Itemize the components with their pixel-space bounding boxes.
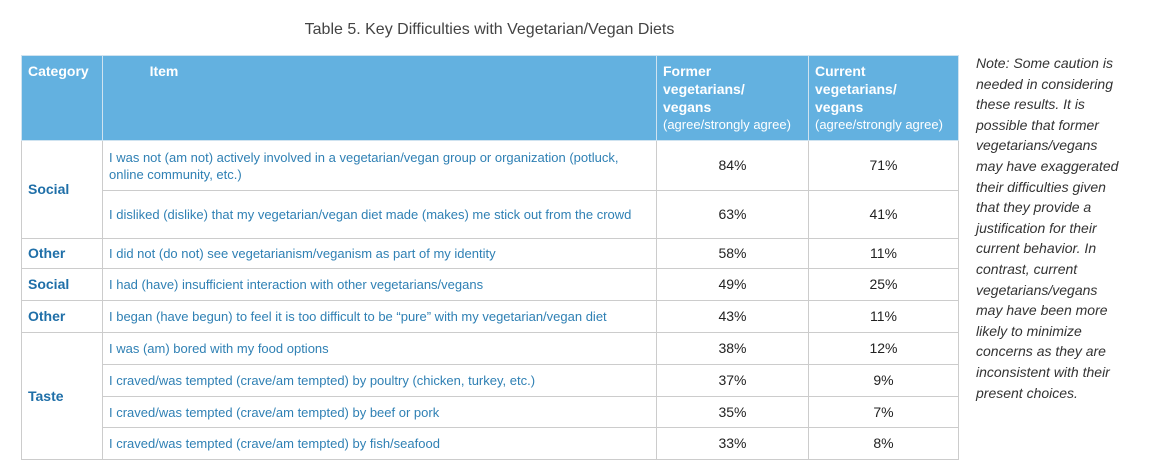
current-cell: 7% <box>808 396 959 428</box>
table-row: I craved/was tempted (crave/am tempted) … <box>22 396 959 428</box>
current-cell: 25% <box>808 268 959 301</box>
header-label: Current vegetarians/ vegans <box>815 63 897 115</box>
former-cell: 38% <box>656 332 809 365</box>
note: Note: Some caution is needed in consider… <box>976 55 1119 401</box>
current-cell: 9% <box>808 364 959 397</box>
category-cell: Taste <box>21 332 103 460</box>
category-cell: Social <box>21 268 103 301</box>
item-cell: I did not (do not) see vegetarianism/veg… <box>102 238 657 269</box>
table-row: I craved/was tempted (crave/am tempted) … <box>22 364 959 397</box>
table-row: I disliked (dislike) that my vegetarian/… <box>22 190 959 239</box>
current-cell: 11% <box>808 300 959 333</box>
former-cell: 49% <box>656 268 809 301</box>
header-label: Category <box>28 63 89 79</box>
table-row: Other I began (have begun) to feel it is … <box>21 300 959 333</box>
former-cell: 63% <box>656 190 809 239</box>
current-cell: 41% <box>808 190 959 239</box>
item-cell: I began (have begun) to feel it is too d… <box>102 300 657 333</box>
item-cell: I had (have) insufficient interaction wi… <box>102 268 657 301</box>
table-row: Other I did not (do not) see vegetarianis… <box>21 238 959 269</box>
former-cell: 84% <box>656 140 809 191</box>
table-row: Social I had (have) insufficient interact… <box>21 268 959 301</box>
table-body: Social I was not (am not) actively involv… <box>21 140 959 460</box>
item-cell: I craved/was tempted (crave/am tempted) … <box>102 427 657 460</box>
former-cell: 37% <box>656 364 809 397</box>
item-cell: I craved/was tempted (crave/am tempted) … <box>102 364 657 397</box>
header-cell: Item <box>102 55 657 141</box>
header-cell: Current vegetarians/ vegans (agree/strong… <box>808 55 959 141</box>
header-cell: Category <box>21 55 103 141</box>
category-cell: Social <box>21 140 103 239</box>
current-cell: 71% <box>808 140 959 191</box>
current-cell: 11% <box>808 238 959 269</box>
former-cell: 35% <box>656 396 809 428</box>
header-cell: Former vegetarians/ vegans (agree/strongl… <box>656 55 809 141</box>
table-title: Table 5. Key Difficulties with Vegetaria… <box>304 21 675 38</box>
header-label: Former vegetarians/ vegans <box>663 63 745 115</box>
header-sub: (agree/strongly agree) <box>815 117 943 132</box>
header-row: Category Item Former vegetarians/ vegans (a… <box>21 55 959 141</box>
item-cell: I was (am) bored with my food options <box>102 332 657 365</box>
former-cell: 58% <box>656 238 809 269</box>
former-cell: 43% <box>656 300 809 333</box>
current-cell: 12% <box>808 332 959 365</box>
item-cell: I disliked (dislike) that my vegetarian/… <box>102 190 657 239</box>
category-cell: Other <box>21 300 103 333</box>
table-row: I craved/was tempted (crave/am tempted) … <box>22 427 959 460</box>
table-row: Social I was not (am not) actively involv… <box>21 140 959 239</box>
header-sub: (agree/strongly agree) <box>663 117 791 132</box>
item-cell: I was not (am not) actively involved in … <box>102 140 657 191</box>
category-cell: Other <box>21 238 103 269</box>
current-cell: 8% <box>808 427 959 460</box>
former-cell: 33% <box>656 427 809 460</box>
item-cell: I craved/was tempted (crave/am tempted) … <box>102 396 657 428</box>
table-row: Taste I was (am) bored with my food optio… <box>21 332 959 460</box>
header-label: Item <box>149 63 179 79</box>
table: Category Item Former vegetarians/ vegans (a… <box>21 55 959 460</box>
